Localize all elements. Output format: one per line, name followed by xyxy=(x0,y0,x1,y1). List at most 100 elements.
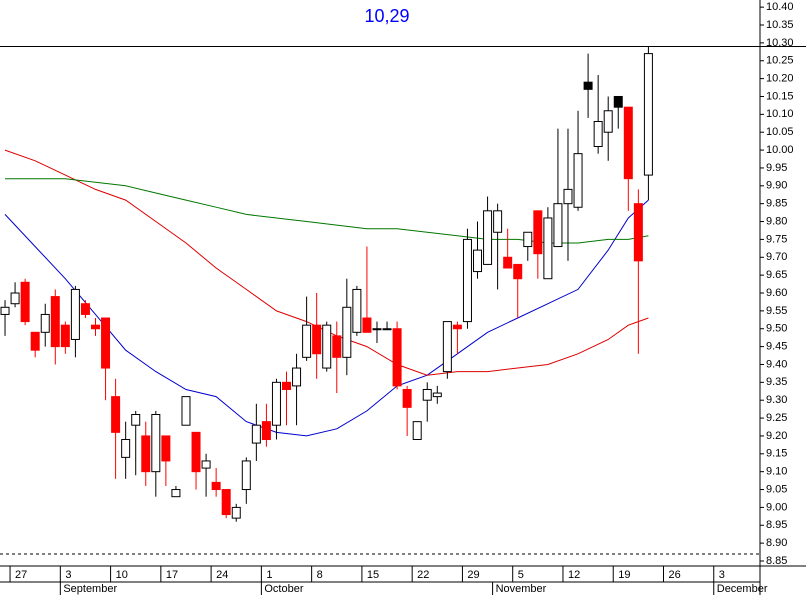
moving-average xyxy=(4,199,649,437)
candle-body xyxy=(161,435,171,462)
candle-body xyxy=(402,388,412,408)
x-tick-label: 24 xyxy=(216,569,228,581)
candle-body xyxy=(302,324,312,358)
x-tick-label: 27 xyxy=(15,569,27,581)
candle-body xyxy=(201,460,211,469)
candle-body xyxy=(362,317,372,333)
month-label: September xyxy=(63,583,117,595)
y-tick-label: 10.25 xyxy=(766,55,794,67)
candle-body xyxy=(60,324,70,348)
candle-body xyxy=(473,249,483,273)
candle-body xyxy=(452,324,462,330)
candle-body xyxy=(563,188,573,205)
candle-body xyxy=(462,238,472,323)
candle-body xyxy=(352,288,362,333)
x-tick-label: 3 xyxy=(65,569,71,581)
y-tick-label: 9.75 xyxy=(766,233,787,245)
y-tick-label: 10.15 xyxy=(766,90,794,102)
candle-body xyxy=(553,203,563,248)
month-label: October xyxy=(264,583,303,595)
y-tick-label: 9.65 xyxy=(766,269,787,281)
candle-body xyxy=(382,328,392,331)
y-tick-label: 9.50 xyxy=(766,323,787,335)
x-tick-label: 12 xyxy=(568,569,580,581)
candle-body xyxy=(493,210,503,233)
candle-body xyxy=(91,324,101,330)
x-tick-label: 19 xyxy=(618,569,630,581)
y-tick-label: 9.80 xyxy=(766,215,787,227)
candle-body xyxy=(131,413,141,426)
candle-body xyxy=(523,231,533,248)
x-tick-label: 22 xyxy=(417,569,429,581)
y-tick-label: 9.90 xyxy=(766,180,787,192)
candle-body xyxy=(483,210,493,265)
y-tick-label: 9.30 xyxy=(766,394,787,406)
candle-body xyxy=(342,306,352,358)
month-label: November xyxy=(496,583,547,595)
candle-body xyxy=(241,460,251,491)
candle-body xyxy=(50,296,60,348)
y-tick-label: 10.30 xyxy=(766,37,794,49)
y-tick-label: 9.20 xyxy=(766,430,787,442)
candle-body xyxy=(332,335,342,358)
candle-body xyxy=(412,421,422,441)
candle-body xyxy=(121,439,131,458)
y-tick-label: 9.55 xyxy=(766,305,787,317)
candle-body xyxy=(372,328,382,331)
y-tick-label: 8.90 xyxy=(766,537,787,549)
candle-body xyxy=(0,306,10,315)
candle-body xyxy=(251,424,261,444)
candle-body xyxy=(643,53,653,176)
candle-body xyxy=(70,288,80,340)
y-tick-label: 9.70 xyxy=(766,251,787,263)
candle-body xyxy=(191,431,201,473)
candle-body xyxy=(261,421,271,441)
candle-body xyxy=(111,396,121,433)
y-tick-label: 9.25 xyxy=(766,412,787,424)
candle-body xyxy=(613,95,623,108)
candle-body xyxy=(30,331,40,351)
y-tick-label: 8.95 xyxy=(766,519,787,531)
y-tick-label: 9.15 xyxy=(766,448,787,460)
candle-body xyxy=(282,381,292,390)
y-tick-label: 9.45 xyxy=(766,341,787,353)
candle-body xyxy=(312,324,322,355)
chart-title: 10,29 xyxy=(364,6,409,26)
x-tick-label: 1 xyxy=(266,569,272,581)
candle-body xyxy=(432,392,442,398)
candle-body xyxy=(40,313,50,333)
y-tick-label: 10.40 xyxy=(766,1,794,13)
candle-body xyxy=(151,413,161,473)
candle-body xyxy=(211,481,221,491)
candle-body xyxy=(543,217,553,280)
candle-body xyxy=(292,367,302,387)
candle-body xyxy=(583,81,593,90)
candle-body xyxy=(623,106,633,180)
y-tick-label: 9.60 xyxy=(766,287,787,299)
candle-body xyxy=(221,489,231,516)
x-tick-label: 8 xyxy=(317,569,323,581)
x-tick-label: 3 xyxy=(719,569,725,581)
candle-body xyxy=(503,256,513,269)
x-tick-label: 15 xyxy=(367,569,379,581)
x-tick-label: 26 xyxy=(668,569,680,581)
candle-body xyxy=(80,303,90,315)
y-tick-label: 9.95 xyxy=(766,162,787,174)
x-tick-label: 10 xyxy=(116,569,128,581)
candle-body xyxy=(593,120,603,148)
candle-body xyxy=(513,263,523,280)
month-label: December xyxy=(717,583,768,595)
y-tick-label: 9.40 xyxy=(766,358,787,370)
y-tick-label: 9.85 xyxy=(766,198,787,210)
y-tick-label: 10.00 xyxy=(766,144,794,156)
candle-body xyxy=(171,489,181,498)
x-tick-label: 5 xyxy=(518,569,524,581)
candle-body xyxy=(442,321,452,373)
y-tick-label: 10.35 xyxy=(766,19,794,31)
y-tick-label: 9.05 xyxy=(766,483,787,495)
candle-body xyxy=(633,203,643,262)
candle-body xyxy=(20,281,30,323)
candle-body xyxy=(10,292,20,305)
y-tick-label: 10.10 xyxy=(766,108,794,120)
